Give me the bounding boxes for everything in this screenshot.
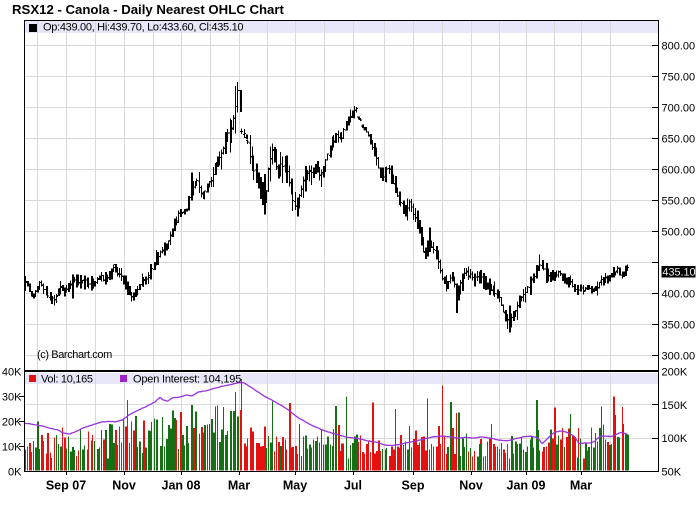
svg-text:550.00: 550.00 xyxy=(662,196,696,208)
svg-text:Op:439.00, Hi:439.70, Lo:433.6: Op:439.00, Hi:439.70, Lo:433.60, Cl:435.… xyxy=(43,22,243,34)
svg-text:150K: 150K xyxy=(662,400,688,412)
svg-text:(c) Barchart.com: (c) Barchart.com xyxy=(37,349,112,361)
svg-text:500.00: 500.00 xyxy=(662,227,696,239)
svg-text:750.00: 750.00 xyxy=(662,72,696,84)
svg-text:RSX12 - Canola - Daily Nearest: RSX12 - Canola - Daily Nearest OHLC Char… xyxy=(12,2,284,17)
svg-text:Open Interest: 104,195: Open Interest: 104,195 xyxy=(133,374,241,386)
svg-text:30K: 30K xyxy=(2,392,22,404)
svg-text:Nov: Nov xyxy=(459,479,483,493)
svg-text:40K: 40K xyxy=(2,367,22,379)
svg-text:50K: 50K xyxy=(662,467,682,479)
svg-text:Mar: Mar xyxy=(228,479,250,493)
svg-text:Jan 08: Jan 08 xyxy=(162,479,201,493)
svg-text:300.00: 300.00 xyxy=(662,351,696,363)
svg-text:600.00: 600.00 xyxy=(662,165,696,177)
svg-text:100K: 100K xyxy=(662,433,688,445)
svg-text:200K: 200K xyxy=(662,367,688,379)
svg-text:Jul: Jul xyxy=(344,479,362,493)
svg-text:May: May xyxy=(283,479,307,493)
svg-text:350.00: 350.00 xyxy=(662,320,696,332)
svg-text:700.00: 700.00 xyxy=(662,103,696,115)
svg-text:Sep 07: Sep 07 xyxy=(46,479,86,493)
svg-text:650.00: 650.00 xyxy=(662,134,696,146)
svg-text:10K: 10K xyxy=(2,442,22,454)
svg-text:Mar: Mar xyxy=(570,479,592,493)
svg-text:800.00: 800.00 xyxy=(662,41,696,53)
svg-text:400.00: 400.00 xyxy=(662,289,696,301)
svg-text:Vol: 10,165: Vol: 10,165 xyxy=(41,374,93,386)
svg-text:0K: 0K xyxy=(8,467,22,479)
svg-text:20K: 20K xyxy=(2,417,22,429)
svg-text:Jan 09: Jan 09 xyxy=(507,479,546,493)
svg-text:Nov: Nov xyxy=(112,479,136,493)
svg-text:Sep: Sep xyxy=(402,479,425,493)
